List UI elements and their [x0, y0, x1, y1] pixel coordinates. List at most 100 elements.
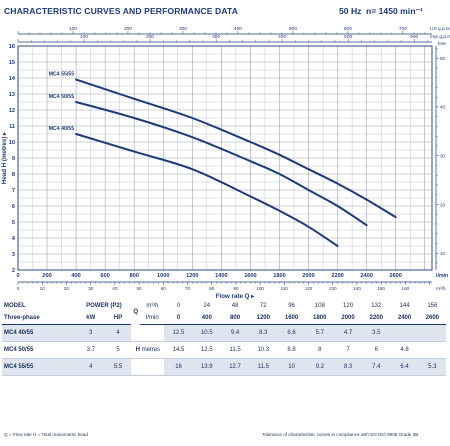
imp-gpm-tick-label: 300 — [212, 34, 220, 40]
m3h-tick-label: 130 — [329, 286, 337, 291]
head-cell: 7 — [333, 341, 363, 359]
m3h-tick-label: 100 — [256, 286, 264, 291]
h-unit-cell — [131, 358, 165, 376]
model-cell: MC4 55/55 — [2, 358, 77, 376]
x-tick-label: 2200 — [331, 273, 343, 279]
hp-cell: 5.5 — [104, 358, 132, 376]
y-tick-label: 5 — [12, 220, 15, 226]
head-cell: 12.7 — [220, 358, 250, 376]
y-tick-label: 2 — [12, 268, 15, 274]
page-title: CHARACTERISTIC CURVES AND PERFORMANCE DA… — [4, 6, 239, 16]
m3h-tick-label: 110 — [281, 286, 289, 291]
plot-frame — [17, 45, 433, 271]
flow-m3h-cell: 48 — [231, 303, 239, 309]
kw-cell: 3.7 — [76, 341, 105, 359]
x-tick-label: 1600 — [244, 273, 256, 279]
table-header-row-1: MODEL POWER (P2) Q m³/h 0 24 48 72 96 10… — [2, 300, 446, 315]
table-row: MC4 50/55 3.7 5 H metres 14.5 12.5 11.5 … — [2, 341, 446, 359]
flow-m3h-cell: 156 — [427, 303, 438, 309]
x-tick-label: 400 — [71, 273, 80, 279]
curve-mc4-40-55 — [75, 133, 339, 247]
x-axis-title: Flow rate Q ▸ — [216, 293, 255, 300]
head-cell: 8 — [305, 341, 334, 359]
x-tick-label: 800 — [130, 273, 139, 279]
y-tick-label: 8 — [12, 172, 15, 178]
hp-cell: 5 — [104, 341, 132, 359]
flow-lmin-cell: 2600 — [418, 312, 446, 325]
y-tick-label: 9 — [12, 156, 15, 162]
flow-lmin-cell: 2000 — [333, 312, 363, 325]
flow-m3h-cell: 144 — [399, 303, 410, 309]
y-tick-label: 16 — [9, 44, 15, 50]
head-cell: 11.5 — [249, 358, 278, 376]
h-label: H — [135, 347, 140, 353]
flow-lmin-cell: 2400 — [390, 312, 419, 325]
model-header: MODEL — [4, 303, 26, 309]
curve-label: MC4 55/55 — [49, 72, 74, 78]
imp-gpm-unit: Imp g.p.m — [430, 34, 450, 40]
y-tick-label: 7 — [12, 188, 15, 194]
phase-header: Three-phase — [2, 312, 77, 325]
head-cell: 7.4 — [362, 358, 391, 376]
kw-cell: 3 — [76, 324, 105, 342]
footer-legend: Q = Flow rate H = Total manometric head — [4, 432, 88, 437]
power-header: POWER (P2) — [86, 303, 122, 309]
h-unit-cell: H metres — [131, 341, 165, 359]
head-cell: 5.3 — [418, 358, 446, 376]
imp-gpm-tick-label: 200 — [146, 34, 154, 40]
m3h-tick-label: 80 — [209, 286, 215, 291]
head-cell: 6.4 — [390, 358, 419, 376]
flow-lmin-cell: 1800 — [305, 312, 334, 325]
flow-lmin-cell: 1200 — [249, 312, 278, 325]
flow-lmin-cell: 0 — [164, 312, 193, 325]
y-tick-label: 4 — [12, 236, 16, 242]
head-cell — [390, 324, 419, 342]
head-cell: 12.5 — [192, 341, 221, 359]
us-gpm-tick-label: 500 — [289, 26, 297, 32]
us-gpm-tick-label: 200 — [124, 26, 132, 32]
head-cell: 5.7 — [305, 324, 334, 342]
lmin-unit: l/min — [140, 312, 165, 325]
head-cell: 9.2 — [305, 358, 334, 376]
y-tick-label: 10 — [9, 140, 15, 146]
head-cell: 8.3 — [333, 358, 363, 376]
y-tick-label: 14 — [9, 76, 16, 82]
head-cell: 4.7 — [333, 324, 363, 342]
frequency-label: 50 Hz — [339, 6, 362, 16]
x-tick-label: 1400 — [215, 273, 227, 279]
model-cell: MC4 50/55 — [2, 341, 77, 359]
head-cell: 8.3 — [249, 324, 278, 342]
m3h-tick-label: 30 — [88, 286, 94, 291]
chart-grid — [17, 45, 433, 271]
head-cell: 14.5 — [164, 341, 193, 359]
h-unit-cell — [131, 324, 165, 342]
curve-mc4-55-55 — [75, 78, 397, 219]
y-tick-label: 11 — [9, 124, 15, 130]
x-tick-label: 600 — [100, 273, 109, 279]
us-gpm-tick-label: 600 — [344, 26, 352, 32]
flow-m3h-cell: 96 — [288, 303, 295, 309]
head-cell: 9.4 — [220, 324, 250, 342]
feet-tick-label: 10 — [440, 251, 446, 256]
hp-header: HP — [104, 312, 132, 325]
table-row: MC4 40/55 3 4 12.5 10.5 9.4 8.3 6.6 5.7 … — [2, 324, 446, 342]
performance-table: MODEL POWER (P2) Q m³/h 0 24 48 72 96 10… — [2, 300, 446, 376]
flow-lmin-cell: 400 — [192, 312, 221, 325]
head-cell: 6.6 — [277, 324, 306, 342]
m3h-tick-label: 120 — [305, 286, 313, 291]
head-cell: 10 — [277, 358, 306, 376]
chart-scales — [17, 31, 439, 285]
head-cell: 16 — [164, 358, 193, 376]
y-tick-label: 13 — [9, 92, 15, 98]
head-cell: 11.5 — [220, 341, 250, 359]
x-tick-label: 0 — [16, 273, 19, 279]
model-cell: MC4 40/55 — [2, 324, 77, 342]
m3h-tick-label: 140 — [353, 286, 361, 291]
head-cell: 6 — [362, 341, 391, 359]
us-gpm-tick-label: 100 — [69, 26, 77, 32]
table-header-row-2: Three-phase kW HP l/min 0 400 800 1200 1… — [2, 312, 446, 325]
x-tick-label: 2400 — [360, 273, 372, 279]
x-tick-label: 1000 — [157, 273, 169, 279]
